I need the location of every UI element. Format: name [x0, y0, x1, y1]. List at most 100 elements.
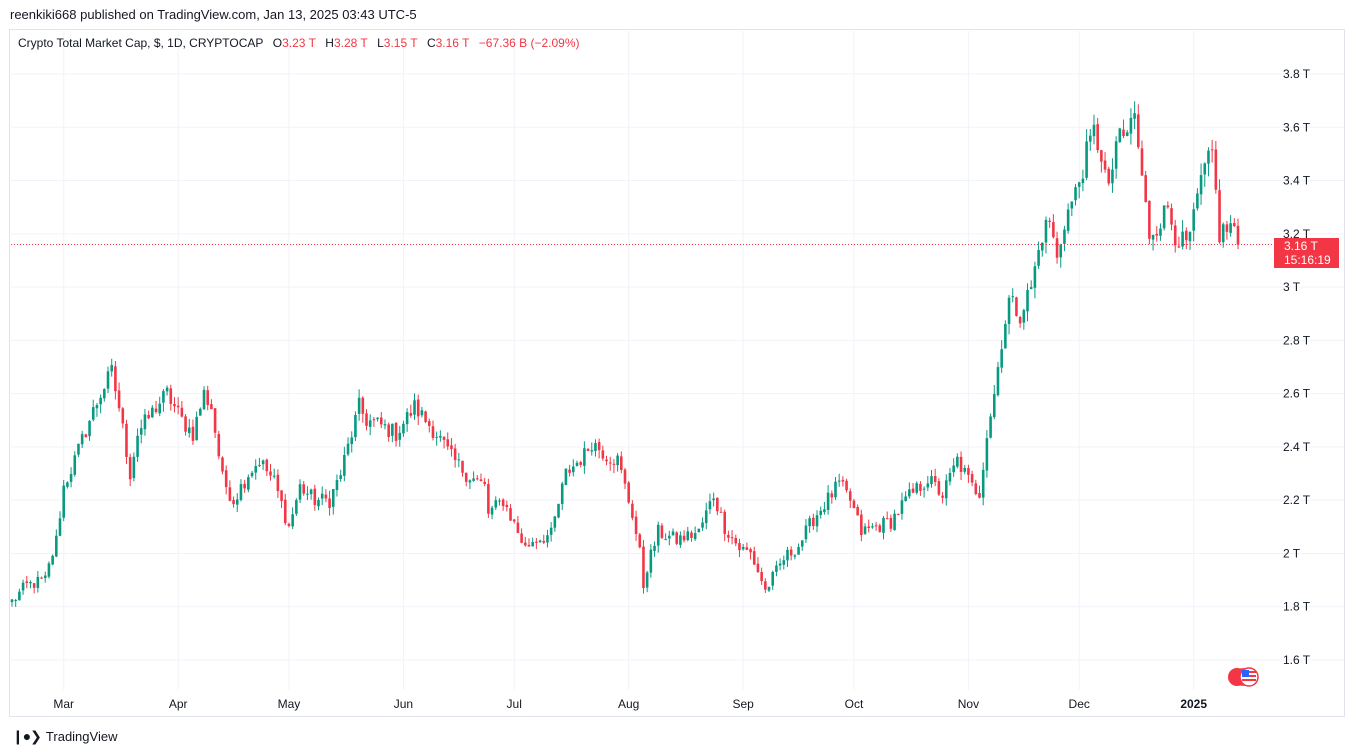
candle-body: [58, 518, 62, 536]
candle-body: [405, 412, 409, 425]
candle-body: [583, 448, 586, 466]
candle-body: [232, 500, 235, 505]
candle-body: [464, 472, 468, 482]
candle-body: [1221, 224, 1225, 243]
candle-body: [634, 516, 638, 534]
candle-body: [114, 366, 117, 392]
x-tick-label: Dec: [1069, 697, 1090, 711]
candle-body: [343, 455, 346, 476]
candle-body: [804, 525, 808, 540]
candle-body: [741, 547, 745, 550]
candle-body: [32, 583, 36, 588]
y-tick-label: 3.8 T: [1283, 67, 1311, 81]
candle-body: [704, 510, 708, 524]
candle-body: [383, 424, 387, 426]
candle-body: [409, 413, 413, 416]
candle-body: [413, 400, 416, 415]
us-flag-icon[interactable]: [1226, 666, 1260, 688]
candle-body: [1070, 201, 1074, 209]
candle-body: [217, 433, 221, 457]
candle-body: [1148, 200, 1151, 239]
candle-body: [187, 427, 191, 433]
candle-body: [498, 500, 501, 502]
candle-body: [1122, 129, 1125, 137]
candle-body: [265, 459, 269, 472]
candle-body: [1173, 225, 1177, 246]
candle-body: [394, 422, 398, 441]
candle-body: [1111, 169, 1114, 184]
candle-body: [697, 528, 701, 533]
candle-body: [1155, 233, 1159, 236]
candle-body: [1037, 249, 1040, 266]
tradingview-logo-icon: ❙●❯: [12, 728, 42, 744]
candle-body: [1218, 190, 1221, 243]
candle-body: [538, 540, 542, 543]
candle-body: [1059, 244, 1063, 258]
candle-body: [272, 475, 276, 477]
low-label: L: [377, 36, 384, 50]
candle-body: [84, 434, 88, 438]
candle-body: [1033, 266, 1037, 288]
candle-body: [354, 414, 357, 438]
x-tick-label: Sep: [732, 697, 754, 711]
candle-body: [62, 485, 65, 518]
candle-body: [941, 495, 944, 498]
candle-body: [520, 533, 523, 543]
symbol-name[interactable]: Crypto Total Market Cap, $, 1D, CRYPTOCA…: [18, 36, 264, 50]
candle-body: [69, 474, 73, 482]
candle-body: [25, 581, 29, 583]
candle-body: [638, 534, 642, 548]
candle-body: [745, 547, 749, 550]
candle-body: [1114, 141, 1118, 169]
candle-body: [775, 565, 778, 572]
candle-body: [280, 490, 283, 502]
candle-body: [601, 450, 605, 459]
candle-body: [594, 443, 597, 452]
candle-body: [819, 510, 823, 515]
candle-body: [1236, 225, 1240, 245]
candle-body: [221, 457, 224, 472]
candle-body: [723, 511, 726, 534]
candle-body: [110, 365, 113, 372]
candle-body: [642, 546, 645, 588]
candle-body: [169, 388, 173, 404]
candle-body: [1196, 193, 1199, 209]
candle-body: [682, 535, 686, 541]
candle-body: [664, 539, 667, 541]
candle-body: [1007, 297, 1011, 324]
candle-body: [922, 488, 926, 490]
y-tick-label: 3.4 T: [1283, 174, 1311, 188]
candle-body: [295, 500, 298, 514]
candle-body: [80, 434, 84, 445]
candle-body: [339, 475, 342, 479]
candle-body: [10, 599, 14, 603]
footer-brand[interactable]: ❙●❯ TradingView: [12, 728, 117, 745]
candle-body: [1199, 175, 1203, 195]
candle-body: [645, 572, 649, 588]
candle-body: [908, 489, 911, 497]
candle-body: [1077, 182, 1081, 187]
candle-body: [590, 450, 594, 452]
candle-body: [719, 511, 723, 513]
candle-body: [254, 466, 258, 473]
candle-body: [557, 503, 560, 518]
candle-body: [1055, 238, 1059, 258]
candle-body: [398, 432, 402, 440]
candle-body: [904, 496, 907, 501]
candle-body: [490, 507, 494, 515]
candle-body: [841, 479, 845, 482]
candle-body: [874, 525, 878, 527]
candle-body: [199, 408, 202, 416]
candle-body: [1185, 230, 1188, 241]
x-tick-label: Oct: [845, 697, 864, 711]
candle-body: [453, 448, 457, 460]
candle-body: [165, 387, 169, 392]
candle-body: [154, 408, 158, 413]
chart-frame: [9, 29, 1345, 717]
candle-body: [553, 516, 557, 528]
candle-body: [261, 460, 265, 465]
candle-body: [882, 517, 885, 533]
candle-body: [442, 436, 446, 440]
candle-body: [727, 534, 730, 538]
